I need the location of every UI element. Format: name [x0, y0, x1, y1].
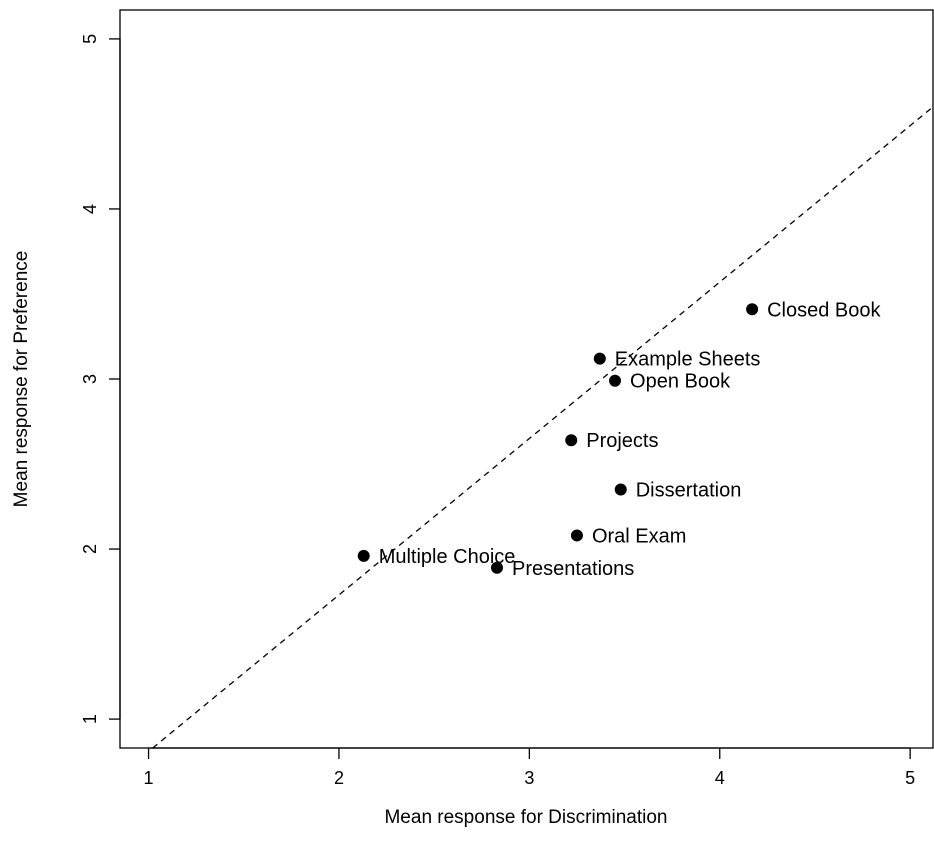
data-point — [609, 374, 622, 387]
data-point — [490, 561, 503, 574]
data-point — [614, 483, 627, 496]
plot-frame — [119, 9, 934, 749]
point-label: Closed Book — [767, 299, 881, 321]
point-label: Oral Exam — [592, 525, 686, 547]
x-axis-title: Mean response for Discrimination — [384, 807, 667, 828]
point-label: Example Sheets — [615, 349, 761, 371]
point-label: Dissertation — [636, 480, 742, 502]
x-tick-label: 5 — [905, 768, 915, 788]
point-label: Multiple Choice — [379, 546, 516, 568]
y-tick-label: 1 — [80, 714, 100, 724]
point-label: Open Book — [630, 371, 731, 393]
x-tick-label: 4 — [715, 768, 725, 788]
data-point — [593, 352, 606, 365]
y-tick-label: 4 — [80, 204, 100, 214]
point-label: Projects — [586, 430, 658, 452]
x-tick-label: 1 — [144, 768, 154, 788]
y-tick-label: 3 — [80, 374, 100, 384]
x-tick-label: 2 — [334, 768, 344, 788]
y-axis-title: Mean response for Preference — [11, 251, 32, 508]
point-label: Presentations — [512, 558, 634, 580]
data-point — [565, 434, 578, 447]
data-point — [570, 529, 583, 542]
x-tick-label: 3 — [524, 768, 534, 788]
data-point — [746, 303, 759, 316]
y-tick-label: 5 — [80, 34, 100, 44]
y-tick-label: 2 — [80, 544, 100, 554]
data-point — [357, 549, 370, 562]
reference-line — [152, 106, 934, 749]
y-axis: 1 2 3 4 5 — [80, 34, 121, 724]
x-axis: 1 2 3 4 5 — [144, 747, 915, 788]
